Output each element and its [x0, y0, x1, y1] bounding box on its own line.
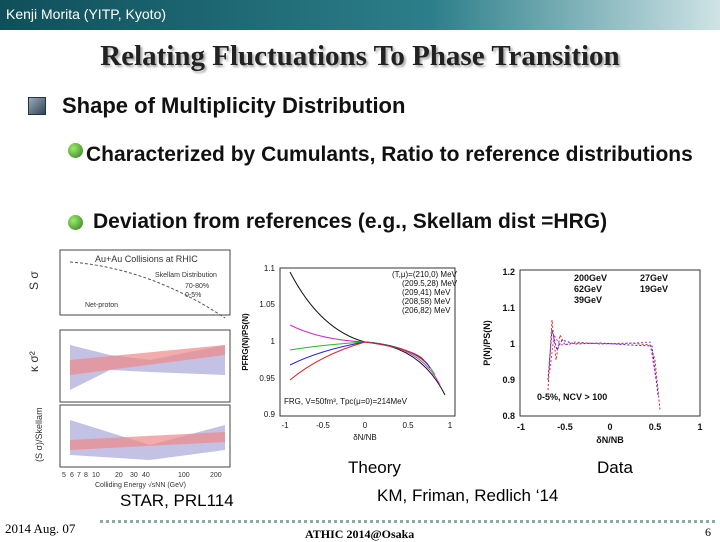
- band: [70, 420, 225, 460]
- plot-title: Au+Au Collisions at RHIC: [95, 254, 198, 264]
- legend: 200GeV: [574, 273, 607, 283]
- bullet-icon: [68, 143, 83, 158]
- legend: (206,82) MeV: [402, 306, 451, 315]
- x-tick: 0: [363, 421, 368, 430]
- sub-bullet: Characterized by Cumulants, Ratio to ref…: [86, 138, 693, 171]
- legend: 27GeV: [640, 273, 668, 283]
- y-tick: 0.95: [259, 374, 275, 383]
- author: Kenji Morita (YITP, Kyoto): [6, 6, 167, 22]
- x-tick: 0.5: [402, 421, 414, 430]
- data-figure: 1.2 1.1 1 0.9 0.8 -1 -0.5 0 0.5 1 δN/NB …: [482, 267, 703, 445]
- legend: (T,μ)=(210,0) MeV: [392, 270, 458, 279]
- y-tick: 1.1: [264, 264, 276, 273]
- y-tick: 1.1: [502, 303, 515, 313]
- footer-event: ATHIC 2014@Osaka: [305, 527, 415, 541]
- legend: 0-5%: [185, 292, 201, 299]
- x-tick: 40: [142, 472, 150, 479]
- footer-rule: [100, 520, 715, 523]
- x-tick: 7: [77, 472, 81, 479]
- x-tick: 100: [178, 472, 190, 479]
- legend: 19GeV: [640, 284, 668, 294]
- bullet: Shape of Multiplicity Distribution: [62, 93, 406, 118]
- x-tick: 6: [70, 472, 74, 479]
- legend: Skellam Distribution: [155, 272, 217, 279]
- note: 0-5%, NCV > 100: [537, 392, 607, 402]
- axes: [519, 269, 701, 417]
- y-label: P(N)/PS(N): [482, 320, 492, 366]
- legend: 62GeV: [574, 284, 602, 294]
- caption: Data: [597, 458, 633, 477]
- legend: (209.5,28) MeV: [402, 279, 458, 288]
- x-tick: 20: [115, 472, 123, 479]
- x-label: δN/NB: [353, 433, 377, 442]
- x-label: Colliding Energy √sNN (GeV): [95, 481, 186, 489]
- bullet-icon: [28, 97, 46, 115]
- band: [70, 345, 225, 375]
- legend: (209,41) MeV: [402, 288, 451, 297]
- label: Net-proton: [85, 302, 118, 309]
- y-label: (S σ)/Skellam: [34, 407, 44, 462]
- y-tick: 1: [271, 337, 276, 346]
- footer-date: 2014 Aug. 07: [5, 521, 76, 536]
- curve: [549, 333, 657, 381]
- theory-figure: 1.1 1.05 1 0.95 0.9 -1 -0.5 0 0.5 1 δN/N…: [241, 264, 458, 442]
- x-tick: 1: [448, 421, 453, 430]
- curve: [69, 261, 226, 319]
- band: [70, 432, 225, 450]
- y-tick: 0.9: [502, 375, 515, 385]
- x-tick: 1: [697, 422, 702, 432]
- y-label: S σ: [27, 271, 41, 290]
- reference: KM, Friman, Redlich ‘14: [377, 486, 559, 505]
- x-tick: 0: [607, 422, 612, 432]
- x-tick: 200: [210, 472, 222, 479]
- star-figure: Au+Au Collisions at RHIC Skellam Distrib…: [27, 249, 231, 489]
- x-tick: 0.5: [649, 422, 662, 432]
- note: FRG, V=50fm³, Tpc(μ=0)=214MeV: [284, 397, 408, 406]
- x-tick: 10: [92, 472, 100, 479]
- x-tick: -0.5: [557, 422, 573, 432]
- x-tick: 8: [84, 472, 88, 479]
- legend: 70-80%: [185, 283, 209, 290]
- panel: [59, 249, 231, 316]
- legend: (208,58) MeV: [402, 297, 451, 306]
- caption: STAR, PRL114: [120, 491, 234, 510]
- curve: [289, 341, 426, 381]
- sub-bullet-text: Characterized by Cumulants, Ratio to ref…: [86, 143, 693, 166]
- y-tick: 0.8: [502, 411, 515, 421]
- y-label: κ σ²: [27, 351, 41, 372]
- x-tick: -1: [517, 422, 525, 432]
- page-number: 6: [705, 525, 711, 539]
- sub-bullet: Deviation from references (e.g., Skellam…: [93, 210, 608, 233]
- x-tick: -0.5: [316, 421, 330, 430]
- x-tick: 5: [62, 472, 66, 479]
- x-label: δN/NB: [596, 435, 624, 445]
- x-tick: -1: [281, 421, 289, 430]
- bullet-icon: [68, 215, 83, 230]
- y-tick: 1.2: [502, 267, 515, 277]
- legend: 39GeV: [574, 295, 602, 305]
- x-tick: 30: [130, 472, 138, 479]
- y-tick: 1: [510, 339, 515, 349]
- y-tick: 0.9: [264, 410, 276, 419]
- y-label: PFRG(N)/PS(N): [241, 313, 250, 371]
- y-tick: 1.05: [259, 300, 275, 309]
- slide-title: Relating Fluctuations To Phase Transitio…: [100, 40, 620, 72]
- header-bar: [0, 0, 720, 30]
- caption: Theory: [348, 458, 401, 477]
